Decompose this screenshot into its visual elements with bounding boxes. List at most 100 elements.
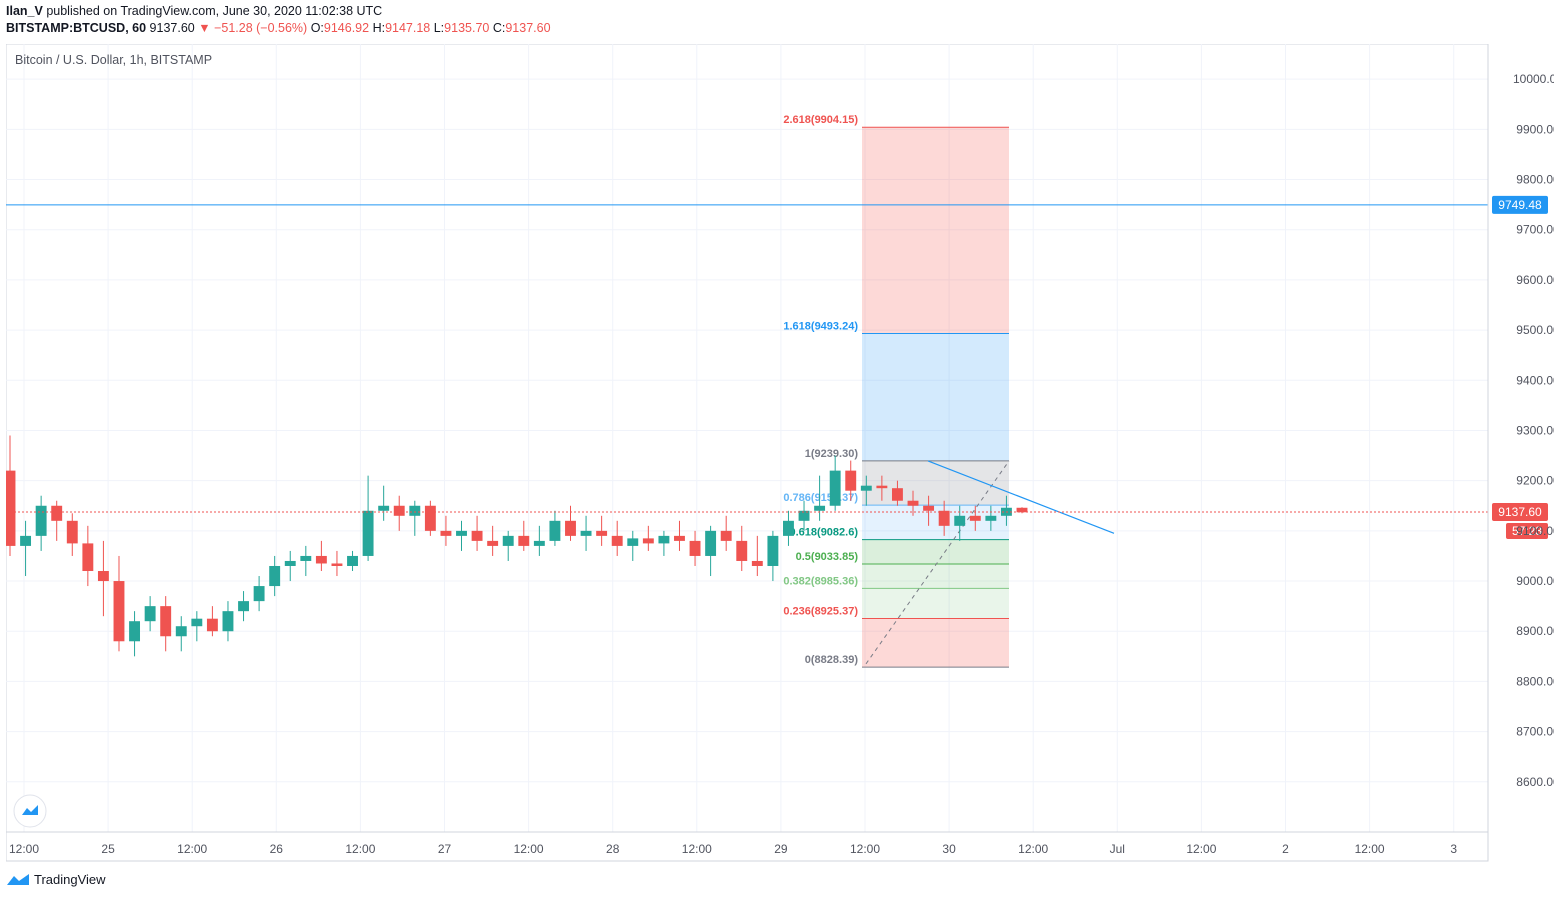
time-tick-label: 28 bbox=[606, 842, 620, 856]
price-tick-label: 9200.00 bbox=[1516, 474, 1554, 488]
down-arrow-icon: ▼ bbox=[198, 21, 211, 35]
last-price-badge bbox=[1492, 502, 1548, 521]
symbol-label: BITSTAMP:BTCUSD, 60 bbox=[6, 21, 147, 35]
tradingview-logo[interactable]: TradingView bbox=[6, 872, 106, 887]
time-tick-label: 12:00 bbox=[9, 842, 39, 856]
low-value: 9135.70 bbox=[444, 21, 490, 35]
candle-body bbox=[705, 530, 717, 556]
candle-body bbox=[611, 535, 623, 546]
price-tick-label: 9100.00 bbox=[1516, 524, 1554, 538]
candle-body bbox=[814, 505, 826, 511]
price-tick-label: 9500.00 bbox=[1516, 323, 1554, 337]
candle-body bbox=[876, 485, 888, 489]
fib-level-label: 0.236(8925.37) bbox=[783, 606, 858, 618]
countdown-badge bbox=[1506, 522, 1548, 539]
candle-body bbox=[549, 520, 561, 541]
candle-body bbox=[440, 530, 452, 536]
fib-zone bbox=[862, 333, 1009, 461]
candle-body bbox=[300, 555, 312, 561]
candle-body bbox=[347, 555, 358, 566]
horizontal-line-value: 9749.48 bbox=[1498, 198, 1542, 212]
time-tick-label: 12:00 bbox=[514, 842, 544, 856]
author-name[interactable]: Ilan_V bbox=[6, 4, 43, 18]
candle-body bbox=[175, 626, 187, 637]
candle-body bbox=[923, 505, 935, 511]
time-tick-label: Jul bbox=[1110, 842, 1125, 856]
candle-body bbox=[113, 581, 125, 642]
candle-body bbox=[424, 505, 436, 531]
candle-body bbox=[596, 530, 608, 536]
candle-body bbox=[518, 535, 530, 546]
time-tick-label: 12:00 bbox=[345, 842, 375, 856]
candle-body bbox=[954, 515, 966, 526]
fib-zone bbox=[862, 460, 1009, 506]
candle-body bbox=[238, 601, 249, 612]
candles bbox=[6, 435, 1028, 657]
candle-body bbox=[580, 530, 592, 536]
candle-body bbox=[315, 555, 327, 564]
candle-body bbox=[658, 535, 670, 544]
price-tick-label: 9000.00 bbox=[1516, 574, 1554, 588]
fib-trend-dashed bbox=[865, 460, 1010, 665]
candle-body bbox=[82, 543, 94, 572]
candle-body bbox=[502, 535, 514, 546]
candle-body bbox=[409, 505, 421, 516]
time-tick-label: 12:00 bbox=[1186, 842, 1216, 856]
open-label: O: bbox=[310, 21, 324, 35]
time-tick-label: 26 bbox=[270, 842, 284, 856]
fib-level-label: 0.5(9033.85) bbox=[796, 551, 859, 563]
time-tick-label: 25 bbox=[101, 842, 115, 856]
price-tick-label: 8700.00 bbox=[1516, 725, 1554, 739]
candle-body bbox=[129, 621, 141, 642]
high-value: 9147.18 bbox=[385, 21, 431, 35]
candle-body bbox=[35, 505, 47, 536]
candle-body bbox=[487, 540, 499, 546]
low-label: L: bbox=[433, 21, 445, 35]
horizontal-line[interactable]: 9749.48 bbox=[6, 195, 1548, 214]
candle-body bbox=[969, 515, 981, 521]
trendline[interactable] bbox=[927, 460, 1115, 534]
time-tick-label: 12:00 bbox=[177, 842, 207, 856]
candle-body bbox=[642, 538, 654, 544]
candle-body bbox=[456, 530, 467, 536]
price-tick-label: 8800.00 bbox=[1516, 674, 1554, 688]
candle-body bbox=[720, 530, 732, 541]
fib-level-label: 0(8828.39) bbox=[805, 654, 859, 666]
time-axis[interactable]: 12:00 25 12:00 26 12:00 27 12:00 28 12:00 29 12:00… bbox=[6, 831, 1488, 856]
tradingview-logo-icon bbox=[7, 873, 29, 885]
publish-line: Ilan_V published on TradingView.com, Jun… bbox=[6, 4, 382, 18]
last-price-value: 9137.60 bbox=[1498, 505, 1542, 519]
candle-body bbox=[97, 571, 109, 582]
open-value: 9146.92 bbox=[323, 21, 370, 35]
candle-body bbox=[938, 510, 950, 526]
horizontal-line-badge bbox=[1492, 195, 1548, 214]
candle-body bbox=[767, 535, 779, 566]
fibonacci-extension[interactable]: 2.618(9904.15) 1.618(9493.24) 1(9239.30) 0.… bbox=[783, 114, 1010, 668]
price-chart[interactable]: 2.618(9904.15) 1.618(9493.24) 1(9239.30) 0.… bbox=[6, 44, 1554, 864]
fib-level-label: 1.618(9493.24) bbox=[783, 320, 858, 332]
fib-level-label: 2.618(9904.15) bbox=[783, 114, 858, 126]
publish-info: published on TradingView.com, June 30, 2… bbox=[46, 4, 383, 18]
candle-body bbox=[627, 538, 639, 546]
price-tick-label: 9400.00 bbox=[1516, 373, 1554, 387]
chart-title: Bitcoin / U.S. Dollar, 1h, BITSTAMP bbox=[15, 53, 212, 67]
fib-zone bbox=[862, 505, 1009, 540]
tradingview-watermark-icon[interactable] bbox=[13, 794, 47, 828]
price-axis[interactable]: 10000.00 9900.00 9800.00 9700.00 9600.00 9500… bbox=[1487, 44, 1554, 861]
high-label: H: bbox=[372, 21, 386, 35]
countdown-value: 57:23 bbox=[1512, 524, 1542, 538]
candle-body bbox=[362, 510, 374, 556]
candle-body bbox=[907, 500, 919, 506]
price-tick-label: 10000.00 bbox=[1513, 72, 1554, 86]
price-tick-label: 9700.00 bbox=[1516, 223, 1554, 237]
candle-body bbox=[845, 470, 857, 491]
time-tick-label: 12:00 bbox=[682, 842, 712, 856]
candle-body bbox=[51, 505, 63, 521]
candle-body bbox=[6, 470, 16, 546]
time-tick-label: 12:00 bbox=[1018, 842, 1048, 856]
fib-zone bbox=[862, 127, 1009, 334]
chart-grid bbox=[6, 44, 1488, 832]
fib-level-label: 0.618(9082.6) bbox=[790, 527, 859, 539]
fib-level-label: 1(9239.30) bbox=[805, 448, 859, 460]
fib-level-label: 0.786(9151.37) bbox=[783, 492, 858, 504]
